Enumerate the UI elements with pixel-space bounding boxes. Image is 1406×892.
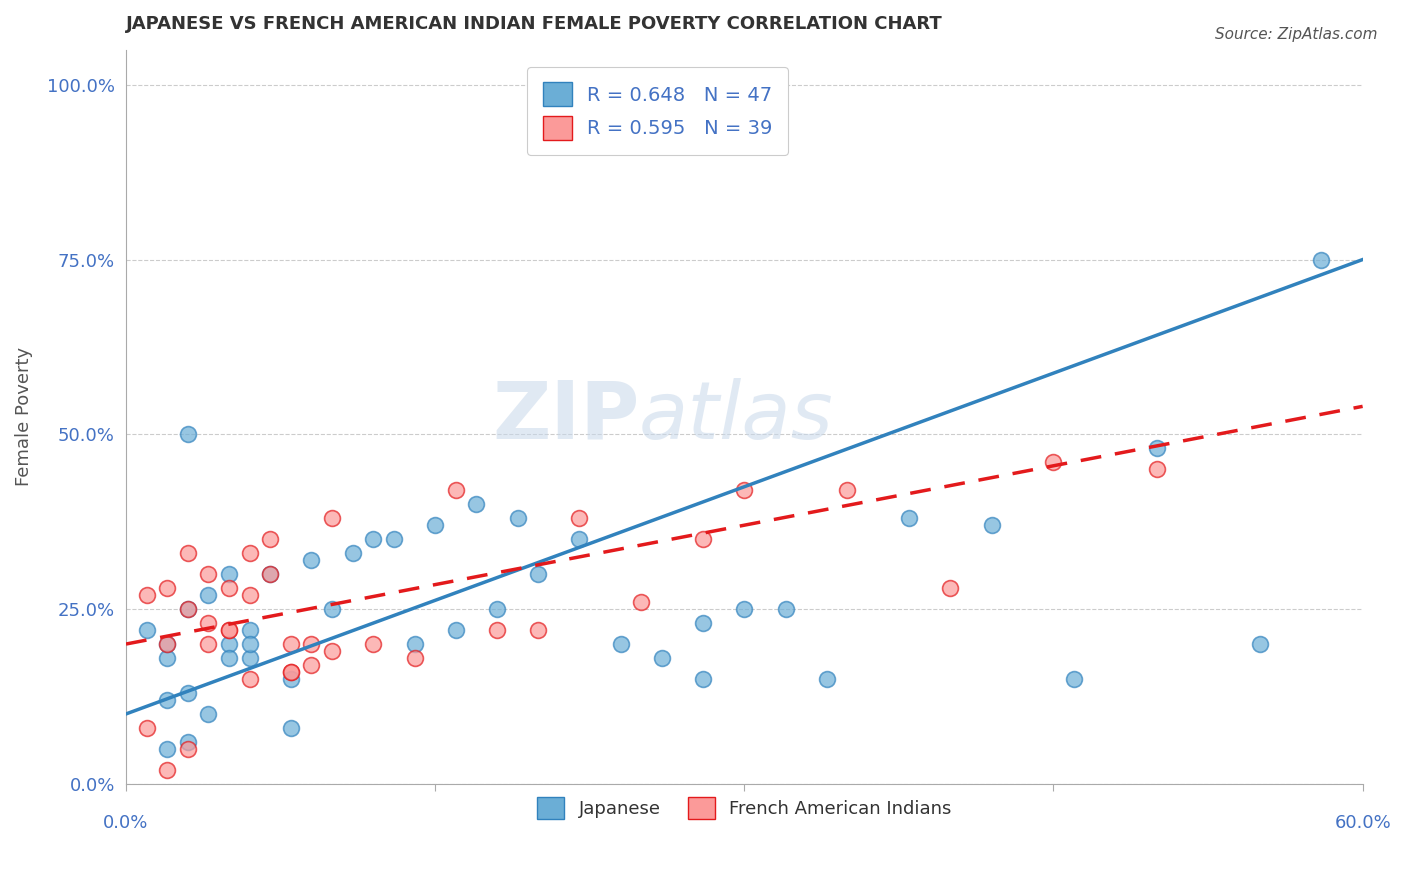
- Point: [485, 602, 508, 616]
- Point: [156, 637, 179, 651]
- Point: [280, 721, 302, 735]
- Point: [342, 546, 364, 560]
- Point: [1249, 637, 1271, 651]
- Point: [465, 497, 488, 511]
- Point: [568, 532, 591, 546]
- Point: [280, 672, 302, 686]
- Point: [239, 623, 262, 637]
- Point: [506, 511, 529, 525]
- Point: [980, 518, 1002, 533]
- Point: [280, 637, 302, 651]
- Point: [733, 483, 755, 498]
- Point: [444, 623, 467, 637]
- Point: [156, 763, 179, 777]
- Point: [1063, 672, 1085, 686]
- Point: [609, 637, 631, 651]
- Point: [692, 615, 714, 630]
- Point: [321, 602, 343, 616]
- Point: [651, 651, 673, 665]
- Y-axis label: Female Poverty: Female Poverty: [15, 347, 32, 486]
- Point: [280, 665, 302, 679]
- Point: [177, 546, 200, 560]
- Point: [630, 595, 652, 609]
- Point: [363, 532, 385, 546]
- Point: [239, 637, 262, 651]
- Point: [321, 511, 343, 525]
- Point: [259, 567, 281, 582]
- Point: [382, 532, 405, 546]
- Point: [218, 567, 240, 582]
- Point: [156, 637, 179, 651]
- Point: [177, 742, 200, 756]
- Point: [197, 588, 219, 602]
- Point: [218, 623, 240, 637]
- Point: [939, 581, 962, 595]
- Point: [218, 637, 240, 651]
- Text: atlas: atlas: [640, 378, 834, 456]
- Point: [197, 637, 219, 651]
- Point: [156, 651, 179, 665]
- Point: [815, 672, 838, 686]
- Point: [177, 686, 200, 700]
- Point: [239, 672, 262, 686]
- Text: ZIP: ZIP: [492, 378, 640, 456]
- Point: [692, 532, 714, 546]
- Point: [239, 588, 262, 602]
- Point: [218, 651, 240, 665]
- Point: [1146, 442, 1168, 456]
- Point: [527, 567, 550, 582]
- Point: [363, 637, 385, 651]
- Point: [259, 567, 281, 582]
- Point: [568, 511, 591, 525]
- Point: [898, 511, 921, 525]
- Point: [197, 615, 219, 630]
- Point: [775, 602, 797, 616]
- Point: [404, 637, 426, 651]
- Legend: Japanese, French American Indians: Japanese, French American Indians: [530, 789, 959, 826]
- Point: [692, 672, 714, 686]
- Point: [837, 483, 859, 498]
- Point: [218, 623, 240, 637]
- Point: [301, 658, 323, 673]
- Point: [301, 637, 323, 651]
- Point: [485, 623, 508, 637]
- Text: 60.0%: 60.0%: [1334, 814, 1391, 832]
- Point: [301, 553, 323, 567]
- Text: 0.0%: 0.0%: [103, 814, 149, 832]
- Text: Source: ZipAtlas.com: Source: ZipAtlas.com: [1215, 27, 1378, 42]
- Point: [423, 518, 446, 533]
- Point: [197, 567, 219, 582]
- Point: [177, 735, 200, 749]
- Point: [733, 602, 755, 616]
- Point: [259, 532, 281, 546]
- Point: [1310, 252, 1333, 267]
- Point: [135, 623, 157, 637]
- Point: [239, 546, 262, 560]
- Point: [197, 706, 219, 721]
- Point: [156, 742, 179, 756]
- Point: [177, 602, 200, 616]
- Point: [404, 651, 426, 665]
- Point: [280, 665, 302, 679]
- Point: [527, 623, 550, 637]
- Point: [135, 721, 157, 735]
- Point: [239, 651, 262, 665]
- Text: JAPANESE VS FRENCH AMERICAN INDIAN FEMALE POVERTY CORRELATION CHART: JAPANESE VS FRENCH AMERICAN INDIAN FEMAL…: [127, 15, 943, 33]
- Point: [321, 644, 343, 658]
- Point: [177, 602, 200, 616]
- Point: [135, 588, 157, 602]
- Point: [156, 693, 179, 707]
- Point: [1042, 455, 1064, 469]
- Point: [1146, 462, 1168, 476]
- Point: [218, 581, 240, 595]
- Point: [156, 581, 179, 595]
- Point: [177, 427, 200, 442]
- Point: [444, 483, 467, 498]
